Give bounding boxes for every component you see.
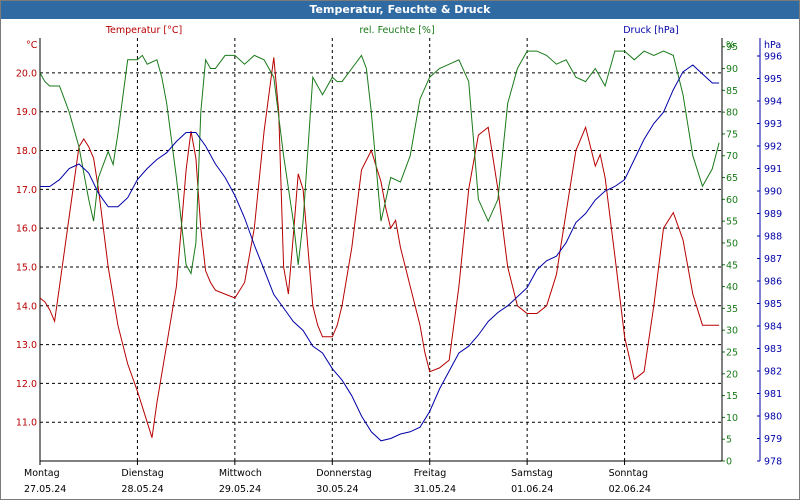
humidity-tick-label: 0 bbox=[726, 457, 732, 468]
pressure-tick-label: 994 bbox=[764, 97, 782, 108]
x-tick-date: 02.06.24 bbox=[609, 484, 651, 495]
humidity-tick-label: 50 bbox=[726, 238, 738, 249]
pressure-tick-label: 981 bbox=[764, 389, 782, 400]
humidity-tick-label: 55 bbox=[726, 217, 738, 228]
x-tick-weekday: Dienstag bbox=[121, 468, 163, 479]
temp-unit-label: °C bbox=[26, 40, 38, 51]
humidity-series-line bbox=[39, 50, 720, 275]
x-tick-date: 27.05.24 bbox=[24, 484, 66, 495]
humidity-tick-label: 25 bbox=[726, 347, 738, 358]
humidity-axis-title: rel. Feuchte [%] bbox=[359, 25, 434, 36]
pressure-tick-label: 984 bbox=[764, 322, 782, 333]
temp-tick-label: 18.0 bbox=[16, 146, 37, 157]
pressure-tick-label: 989 bbox=[764, 209, 782, 220]
pressure-tick-label: 980 bbox=[764, 412, 782, 423]
humidity-tick-label: 45 bbox=[726, 260, 738, 271]
x-tick-date: 28.05.24 bbox=[121, 484, 163, 495]
pressure-tick-label: 979 bbox=[764, 434, 782, 445]
humidity-tick-label: 95 bbox=[726, 42, 738, 53]
pressure-tick-label: 990 bbox=[764, 187, 782, 198]
x-tick-date: 29.05.24 bbox=[219, 484, 261, 495]
series-layer bbox=[39, 50, 720, 442]
pressure-tick-label: 987 bbox=[764, 254, 782, 265]
temp-tick-label: 12.0 bbox=[16, 379, 37, 390]
temp-tick-label: 15.0 bbox=[16, 262, 37, 273]
labels-layer: Montag 27.05.24 Dienstag 28.05.24 Mittwoch 29… bbox=[16, 25, 782, 495]
pressure-tick-label: 993 bbox=[764, 119, 782, 130]
humidity-tick-label: 80 bbox=[726, 108, 738, 119]
humidity-tick-label: 40 bbox=[726, 282, 738, 293]
x-tick-date: 31.05.24 bbox=[414, 484, 456, 495]
pressure-tick-label: 983 bbox=[764, 344, 782, 355]
x-tick-weekday: Samstag bbox=[511, 468, 553, 479]
x-tick-weekday: Mittwoch bbox=[219, 468, 262, 479]
humidity-tick-label: 70 bbox=[726, 151, 738, 162]
pressure-tick-label: 985 bbox=[764, 299, 782, 310]
humidity-tick-label: 75 bbox=[726, 129, 738, 140]
temp-tick-label: 17.0 bbox=[16, 185, 37, 196]
humidity-unit-label: % bbox=[726, 40, 735, 51]
humidity-tick-label: 85 bbox=[726, 86, 738, 97]
humidity-tick-label: 10 bbox=[726, 413, 738, 424]
temp-axis-title: Temperatur [°C] bbox=[105, 25, 182, 36]
pressure-tick-label: 995 bbox=[764, 74, 782, 85]
x-tick-weekday: Sonntag bbox=[609, 468, 648, 479]
humidity-tick-label: 15 bbox=[726, 391, 738, 402]
chart-title: Temperatur, Feuchte & Druck bbox=[1, 1, 799, 19]
humidity-tick-label: 60 bbox=[726, 195, 738, 206]
humidity-tick-label: 35 bbox=[726, 304, 738, 315]
humidity-tick-label: 20 bbox=[726, 369, 738, 380]
temp-tick-label: 14.0 bbox=[16, 301, 37, 312]
temp-tick-label: 11.0 bbox=[16, 418, 37, 429]
x-tick-weekday: Donnerstag bbox=[316, 468, 371, 479]
pressure-series-line bbox=[40, 64, 720, 442]
pressure-axis-title: Druck [hPa] bbox=[623, 25, 679, 36]
pressure-unit-label: hPa bbox=[764, 40, 781, 51]
humidity-tick-label: 30 bbox=[726, 326, 738, 337]
x-tick-date: 30.05.24 bbox=[316, 484, 358, 495]
temp-tick-label: 20.0 bbox=[16, 68, 37, 79]
temp-tick-label: 13.0 bbox=[16, 340, 37, 351]
pressure-tick-label: 978 bbox=[764, 457, 782, 468]
temp-tick-label: 16.0 bbox=[16, 224, 37, 235]
pressure-tick-label: 986 bbox=[764, 277, 782, 288]
humidity-tick-label: 5 bbox=[726, 435, 732, 446]
x-tick-date: 01.06.24 bbox=[511, 484, 553, 495]
humidity-tick-label: 90 bbox=[726, 64, 738, 75]
temp-tick-label: 19.0 bbox=[16, 107, 37, 118]
temperature-series-line bbox=[39, 57, 720, 438]
pressure-tick-label: 982 bbox=[764, 367, 782, 378]
pressure-tick-label: 988 bbox=[764, 232, 782, 243]
grid bbox=[39, 38, 761, 465]
x-tick-weekday: Freitag bbox=[414, 468, 447, 479]
pressure-tick-label: 996 bbox=[764, 52, 782, 63]
humidity-tick-label: 65 bbox=[726, 173, 738, 184]
pressure-tick-label: 991 bbox=[764, 164, 782, 175]
pressure-tick-label: 992 bbox=[764, 142, 782, 153]
x-tick-weekday: Montag bbox=[24, 468, 60, 479]
